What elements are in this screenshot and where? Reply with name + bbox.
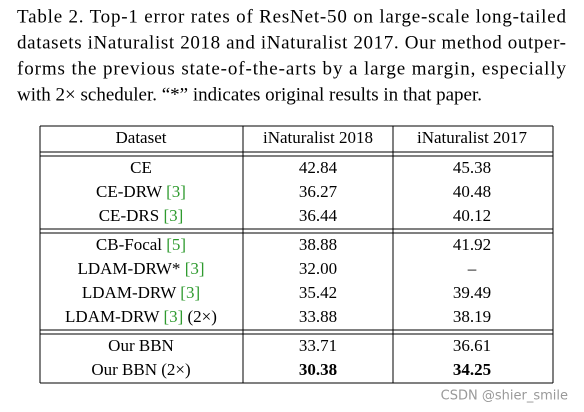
method-cell: Our BBN (2×) [91,360,190,379]
method-cell: LDAM-DRW* [3] [77,259,204,278]
method-cell: LDAM-DRW [3] (2×) [65,307,217,326]
header-cell: iNaturalist 2018 [263,128,373,147]
method-name: CB-Focal [96,235,162,254]
method-cell: CE-DRS [3] [99,206,184,225]
value-cell: 38.19 [453,307,491,326]
value-cell: 40.48 [453,182,491,201]
value-cell: 45.38 [453,158,491,177]
value-cell: 39.49 [453,283,491,302]
header-cell: Dataset [116,128,167,147]
value-cell: 36.61 [453,336,491,355]
method-cell: LDAM-DRW [3] [82,283,200,302]
value-cell: 33.88 [299,307,337,326]
method-name: CE-DRW [96,182,163,201]
method-name: CE [130,158,152,177]
value-cell: 30.38 [299,360,337,379]
caption-line: Table 2. Top-1 error rates of ResNet-50 … [17,6,566,27]
citation: [3] [166,182,186,201]
header-cell: iNaturalist 2017 [417,128,528,147]
method-name: Our BBN [91,360,157,379]
citation: [3] [163,307,183,326]
value-cell: 38.88 [299,235,337,254]
method-cell: CE [130,158,152,177]
value-cell: 32.00 [299,259,337,278]
citation: [3] [163,206,183,225]
value-cell: 35.42 [299,283,337,302]
citation: [3] [185,259,205,278]
caption-line: with 2× scheduler. “*” indicates origina… [17,84,482,105]
citation: [5] [166,235,186,254]
value-cell: 36.27 [299,182,338,201]
value-cell: – [467,259,477,278]
value-cell: 40.12 [453,206,491,225]
value-cell: 42.84 [299,158,338,177]
caption-line: datasets iNaturalist 2018 and iNaturalis… [17,32,566,53]
method-suffix: (2×) [161,360,190,379]
caption-line: forms the previous state-of-the-arts by … [17,58,566,79]
value-cell: 34.25 [453,360,491,379]
method-name: CE-DRS [99,206,159,225]
value-cell: 33.71 [299,336,337,355]
citation: [3] [180,283,200,302]
method-suffix: (2×) [188,307,217,326]
watermark: CSDN @shier_smile [441,389,568,404]
method-cell: CE-DRW [3] [96,182,186,201]
method-name: LDAM-DRW [82,283,177,302]
value-cell: 36.44 [299,206,338,225]
method-name: LDAM-DRW [65,307,160,326]
method-cell: Our BBN [108,336,174,355]
method-name: Our BBN [108,336,174,355]
value-cell: 41.92 [453,235,491,254]
method-name: LDAM-DRW* [77,259,180,278]
method-cell: CB-Focal [5] [96,235,186,254]
